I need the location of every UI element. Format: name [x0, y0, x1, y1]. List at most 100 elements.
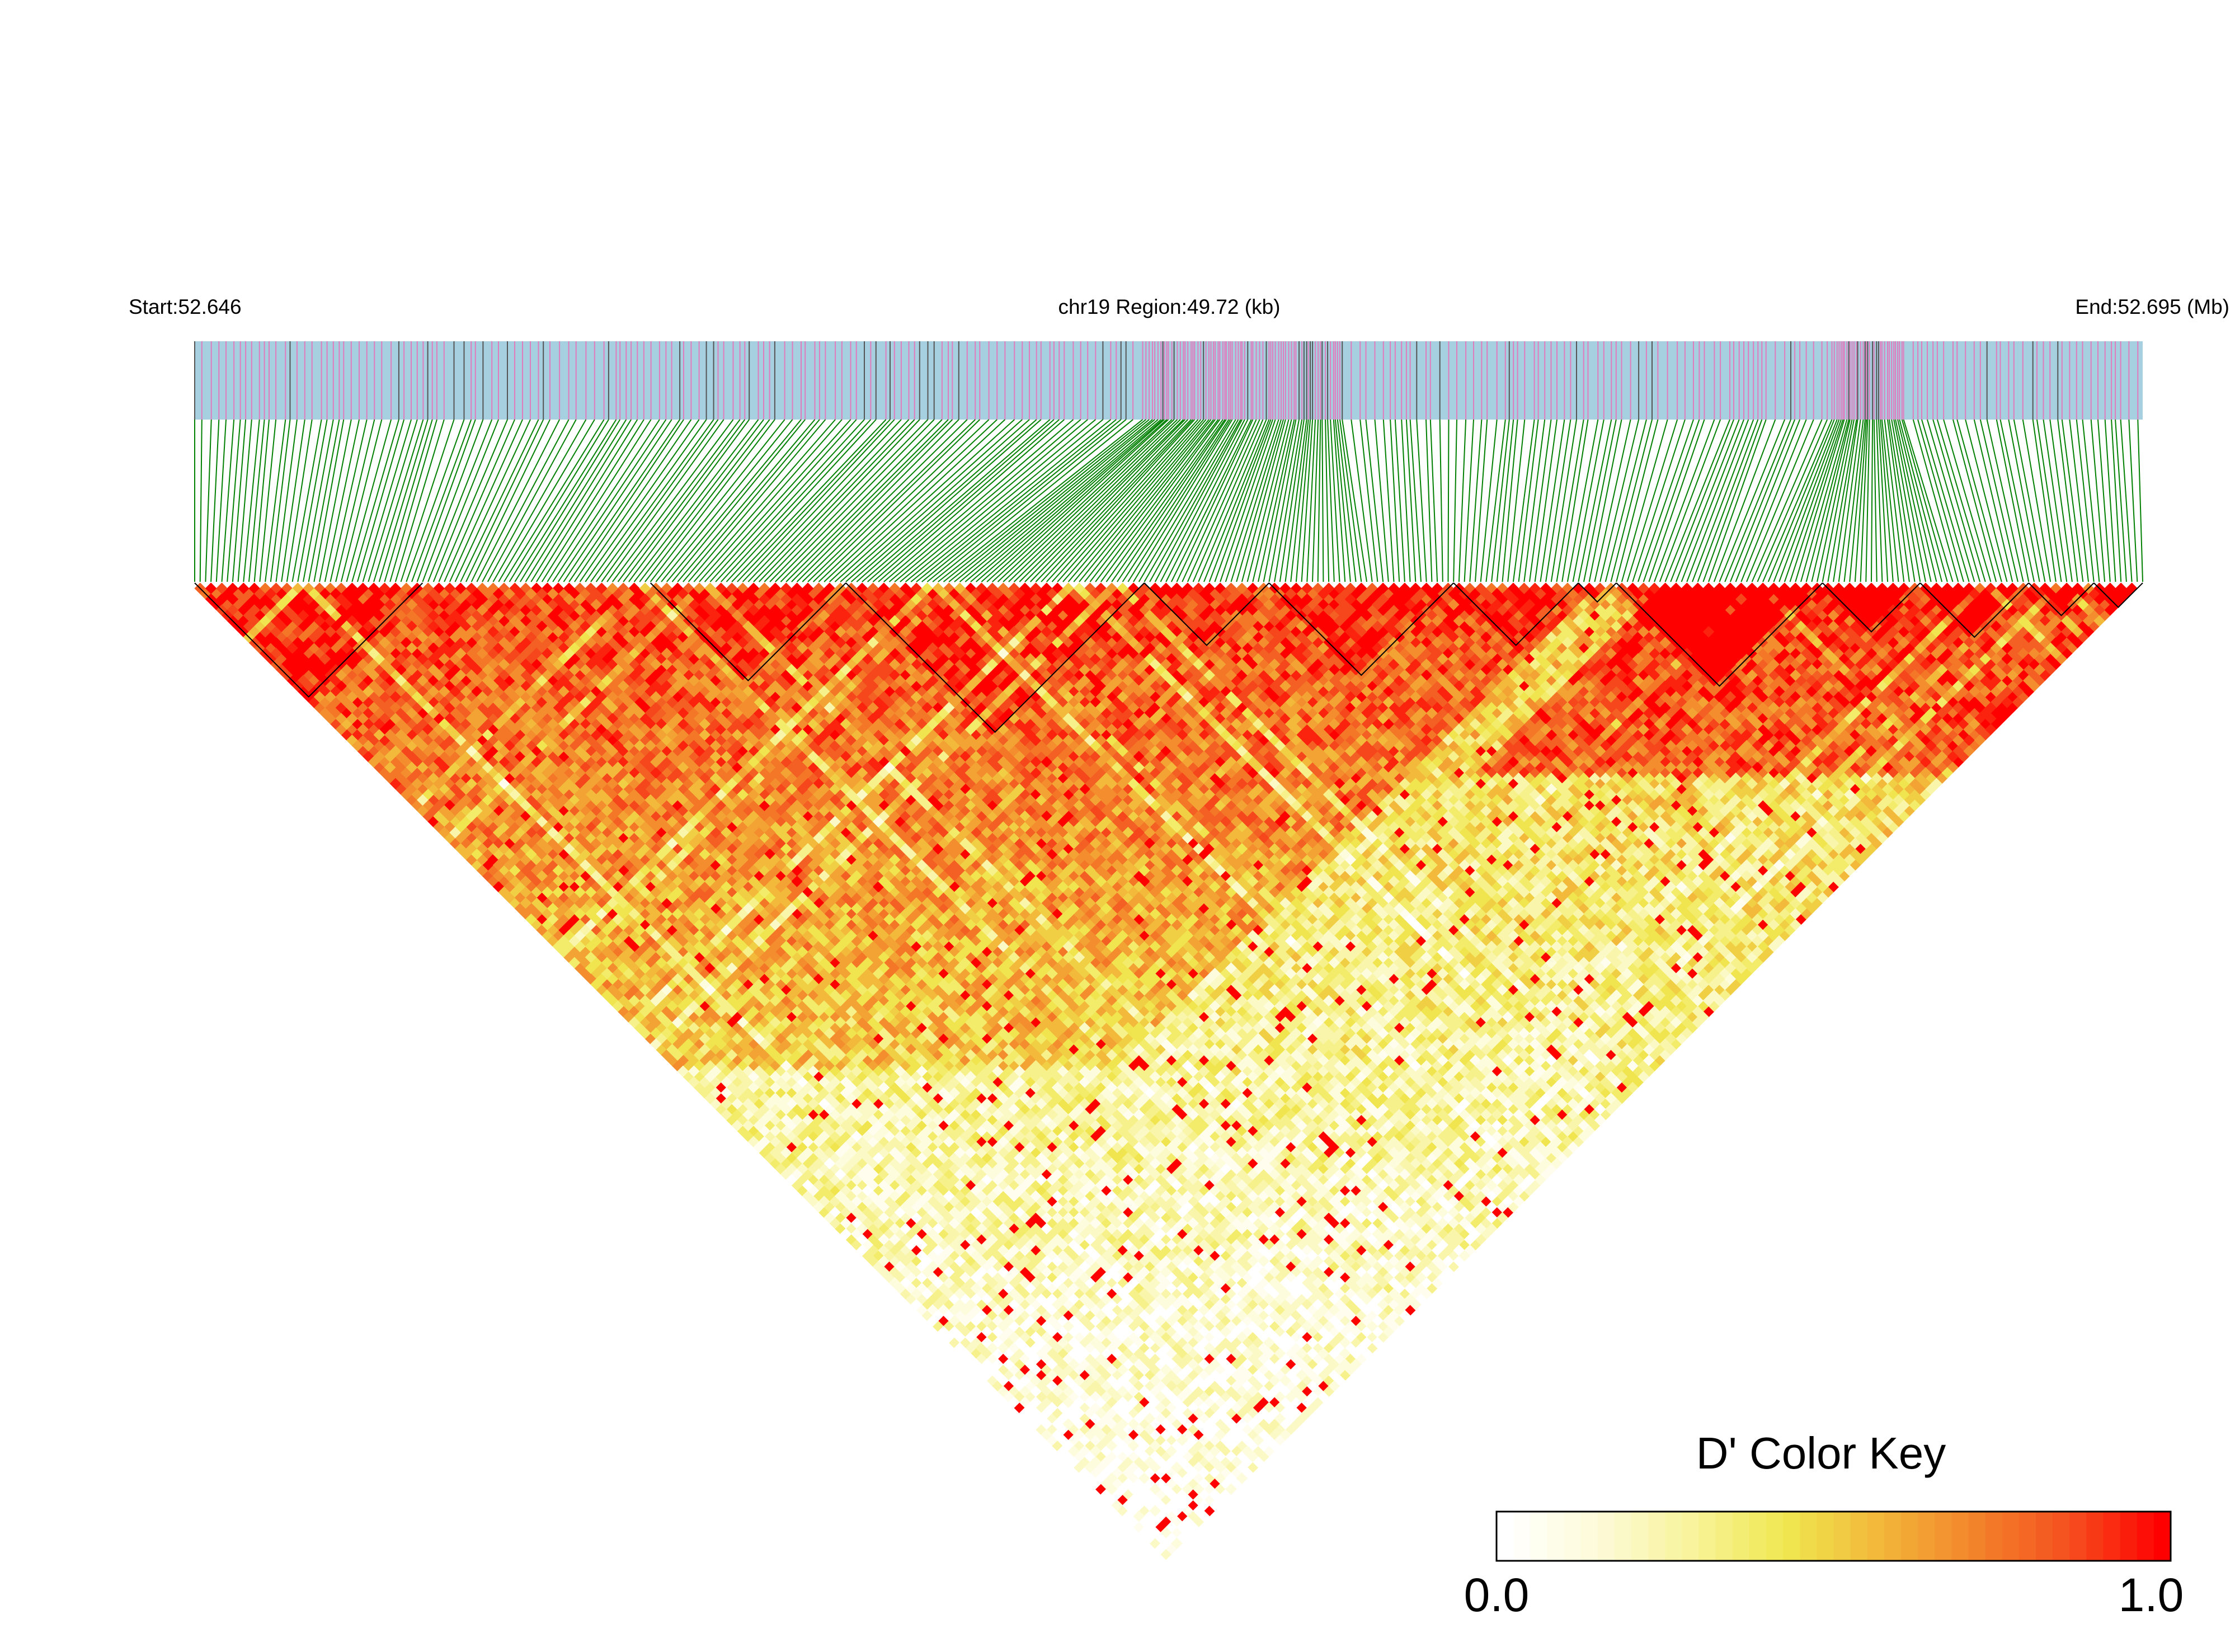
snp-connector [1827, 419, 1857, 582]
snp-connector [1594, 419, 1631, 582]
snp-connector [633, 419, 759, 582]
snp-connector [688, 419, 826, 582]
snp-connector [1811, 419, 1851, 582]
haplotype-block-outline [845, 582, 1145, 733]
legend-gradient-step [1867, 1512, 1885, 1561]
ld-cell-group [417, 609, 1942, 1484]
legend-gradient-step [1766, 1512, 1784, 1561]
snp-connector [742, 419, 895, 582]
snp-connector [1325, 419, 1330, 582]
snp-connector [1795, 419, 1845, 582]
snp-connector [1252, 419, 1292, 582]
snp-connector [362, 419, 412, 582]
snp-connector [1333, 419, 1346, 582]
snp-connector [460, 419, 539, 582]
snp-connector [1507, 419, 1526, 582]
snp-connector [611, 419, 734, 582]
snp-connector [275, 419, 298, 582]
haplotype-block-outlines [194, 582, 2143, 733]
snp-connector [465, 419, 544, 582]
snp-connector [1374, 419, 1389, 582]
snp-connector [1051, 419, 1199, 582]
snp-connector [509, 419, 609, 582]
snp-connector [1409, 419, 1422, 582]
snp-connector [1773, 419, 1838, 582]
snp-connector [807, 419, 976, 582]
snp-connector [1927, 419, 1975, 582]
snp-connector [747, 419, 902, 582]
snp-connector [1843, 419, 1864, 582]
snp-connector [454, 419, 531, 582]
snp-connector [1784, 419, 1842, 582]
snp-connector [769, 419, 929, 582]
snp-connector [1084, 419, 1214, 582]
snp-connector [1534, 419, 1558, 582]
ld-matrix-cells [194, 582, 2138, 1560]
snp-connector [568, 419, 680, 582]
snp-connector [297, 419, 328, 582]
ld-cell-group [216, 582, 2105, 865]
snp-connector [1878, 419, 1889, 582]
snp-connector [1572, 419, 1605, 582]
legend-max-label: 1.0 [2119, 1569, 2184, 1621]
snp-connector [1284, 419, 1307, 582]
legend-gradient-step [1580, 1512, 1598, 1561]
snp-connector [862, 419, 1051, 582]
snp-connector [1912, 419, 1959, 582]
snp-connector [1160, 419, 1245, 582]
snp-connector [547, 419, 652, 582]
snp-connector [1458, 419, 1467, 582]
snp-connector [1729, 419, 1796, 582]
snp-connector [1550, 419, 1577, 582]
snp-connector [1306, 419, 1316, 582]
snp-connector [1241, 419, 1286, 582]
snp-connector [900, 419, 1096, 582]
snp-connector [2036, 419, 2062, 582]
snp-connector [265, 419, 286, 582]
snp-connector [2082, 419, 2100, 582]
snp-connector [368, 419, 418, 582]
snp-connector [1956, 419, 2002, 582]
snp-connector [1599, 419, 1640, 582]
snp-connector [1274, 419, 1303, 582]
snp-connector [1464, 419, 1474, 582]
snp-connector [2069, 419, 2089, 582]
snp-connector [1165, 419, 1249, 582]
snp-connector [590, 419, 707, 582]
snp-connector [1800, 419, 1848, 582]
snp-connector [1638, 419, 1694, 582]
snp-connector [1512, 419, 1535, 582]
region-end-label: End:52.695 (Mb) [2075, 295, 2229, 318]
snp-connector [1321, 419, 1324, 582]
snp-connector [666, 419, 802, 582]
snp-connector [1095, 419, 1219, 582]
snp-connector [449, 419, 523, 582]
snp-connector [541, 419, 644, 582]
snp-connector [916, 419, 1117, 582]
snp-connector [997, 419, 1173, 582]
snp-connector [1263, 419, 1297, 582]
snp-connector [438, 419, 508, 582]
snp-connector [199, 419, 203, 582]
snp-connector [2022, 419, 2052, 582]
snp-connector [1170, 419, 1252, 582]
snp-connector [644, 419, 770, 582]
legend-gradient-step [1800, 1512, 1818, 1561]
snp-connector [1932, 419, 1980, 582]
snp-connector [758, 419, 915, 582]
legend-gradient-step [1901, 1512, 1918, 1561]
snp-connector [308, 419, 340, 582]
snp-connector [1236, 419, 1284, 582]
snp-connector [416, 419, 476, 582]
snp-connector [1203, 419, 1270, 582]
snp-connector [981, 419, 1165, 582]
snp-connector [1735, 419, 1801, 582]
snp-connector [373, 419, 424, 582]
snp-connector [1952, 419, 1997, 582]
snp-connector [721, 419, 872, 582]
snp-connector [1719, 419, 1786, 582]
snp-connector [1122, 419, 1230, 582]
snp-connector [1566, 419, 1599, 582]
